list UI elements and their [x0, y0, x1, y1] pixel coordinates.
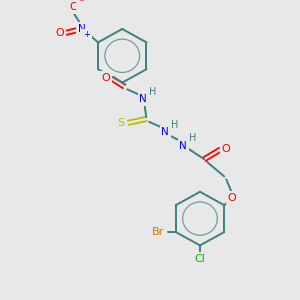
Text: O: O: [228, 193, 237, 202]
Text: H: H: [189, 133, 196, 143]
Text: O: O: [56, 28, 64, 38]
Text: N: N: [179, 141, 187, 151]
Text: Br: Br: [152, 227, 164, 237]
Text: S: S: [118, 118, 125, 128]
Text: H: H: [171, 120, 178, 130]
Text: N: N: [161, 128, 169, 137]
Text: +: +: [84, 30, 90, 39]
Text: O: O: [70, 2, 78, 12]
Text: N: N: [140, 94, 147, 104]
Text: O: O: [222, 144, 231, 154]
Text: O: O: [102, 73, 111, 83]
Text: N: N: [78, 24, 86, 34]
Text: H: H: [148, 87, 156, 97]
Text: ⁻: ⁻: [78, 0, 84, 8]
Text: Cl: Cl: [195, 254, 206, 264]
